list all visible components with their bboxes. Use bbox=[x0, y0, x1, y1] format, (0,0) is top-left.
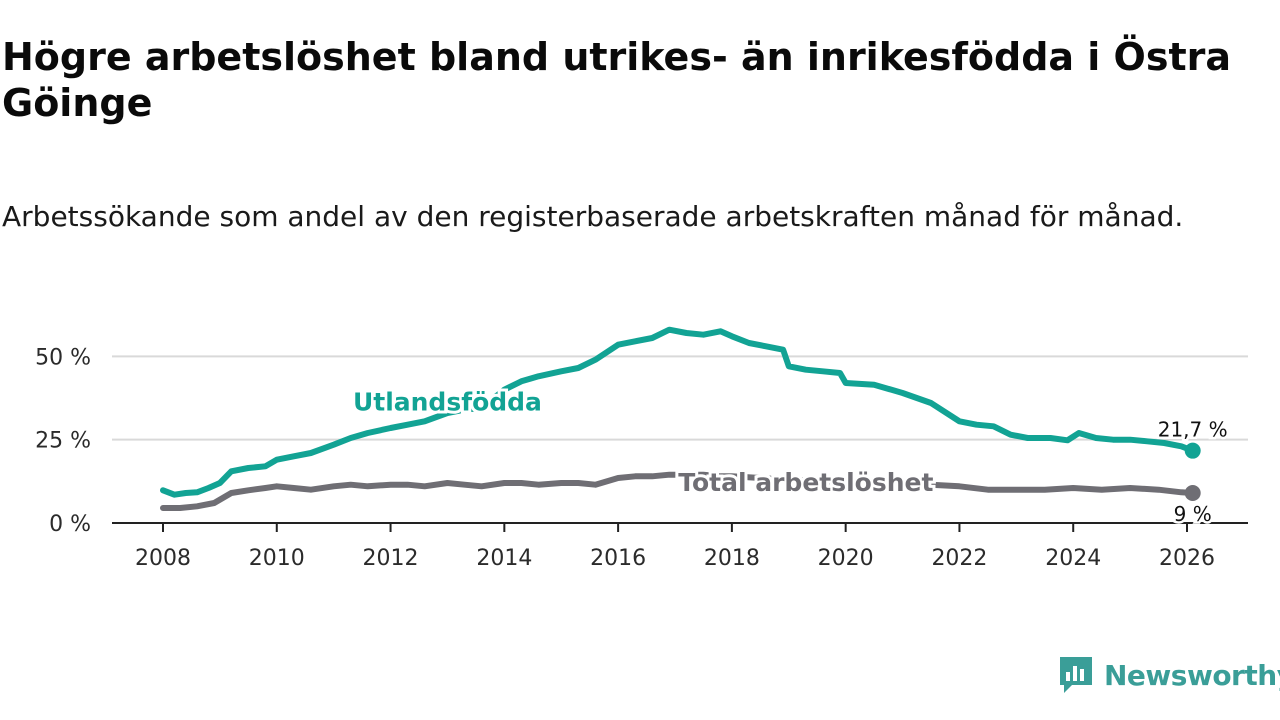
x-tick-label: 2020 bbox=[818, 546, 874, 571]
series-name-label: Utlandsfödda bbox=[353, 387, 542, 416]
series-name-label: Total arbetslöshet bbox=[678, 468, 933, 497]
brand-name: Newsworthy bbox=[1104, 658, 1280, 692]
series-line-total-arbetsl-shet bbox=[160, 471, 1196, 511]
y-axis-ticks: 0 % 25 % 50 % bbox=[35, 345, 91, 537]
gridlines bbox=[112, 355, 1248, 441]
x-tick-label: 2022 bbox=[931, 546, 987, 571]
series-line-utlandsf-dda bbox=[160, 326, 1196, 498]
x-tick-label: 2010 bbox=[249, 546, 305, 571]
series-labels: 21,7 % 9 % Utlandsfödda Total arbetslöshet bbox=[350, 384, 1230, 528]
end-value-label: 21,7 % bbox=[1158, 418, 1228, 442]
series-end-marker-total-arbetsl-shet bbox=[1184, 485, 1201, 501]
end-value-label: 9 % bbox=[1174, 502, 1212, 526]
x-tick-label: 2016 bbox=[590, 546, 646, 571]
x-tick-label: 2026 bbox=[1159, 546, 1215, 571]
chart-subtitle: Arbetssökande som andel av den registerb… bbox=[2, 200, 1184, 233]
line-chart: 0 % 25 % 50 % 2008 2010 2012 2014 2016 2018 2020… bbox=[35, 326, 1248, 571]
y-tick-label: 25 % bbox=[35, 429, 91, 454]
y-tick-label: 50 % bbox=[35, 345, 91, 370]
x-tick-label: 2024 bbox=[1045, 546, 1101, 571]
x-axis: 2008 2010 2012 2014 2016 2018 2020 2022 2024 2026 bbox=[112, 522, 1248, 571]
x-tick-label: 2014 bbox=[476, 546, 532, 571]
series-end-marker-utlandsf-dda bbox=[1184, 442, 1201, 459]
chart-title: Högre arbetslöshet bland utrikes- än inr… bbox=[2, 35, 1231, 125]
y-tick-label: 0 % bbox=[49, 512, 91, 537]
x-tick-label: 2008 bbox=[135, 546, 191, 571]
series-lines bbox=[160, 326, 1201, 511]
newsworthy-logo: Newsworthy bbox=[1058, 655, 1280, 695]
x-tick-label: 2012 bbox=[363, 546, 419, 571]
x-tick-label: 2018 bbox=[704, 546, 760, 571]
bar-chart-logo-icon bbox=[1060, 657, 1092, 693]
